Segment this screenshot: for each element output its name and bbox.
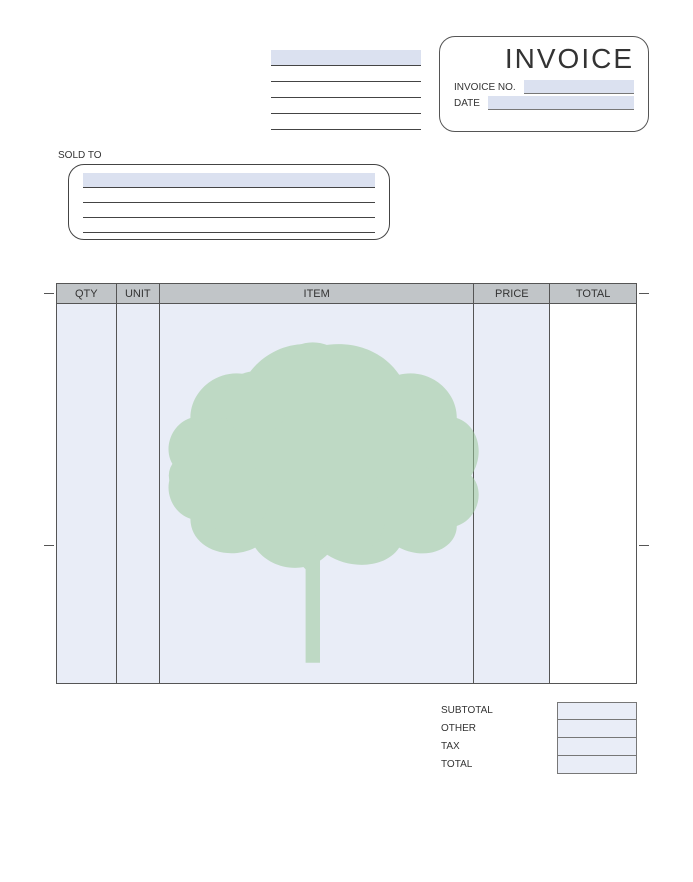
col-header-qty: QTY xyxy=(57,284,117,304)
sold-to-line[interactable] xyxy=(83,173,375,188)
summary-row-subtotal: SUBTOTAL xyxy=(437,702,637,720)
summary-label-subtotal: SUBTOTAL xyxy=(437,702,557,720)
invoice-no-label: INVOICE NO. xyxy=(454,82,516,93)
invoice-header-box: INVOICE INVOICE NO. DATE xyxy=(439,36,649,132)
crop-mark xyxy=(639,545,649,546)
company-info-line[interactable] xyxy=(271,114,421,130)
items-header-row: QTY UNIT ITEM PRICE TOTAL xyxy=(57,284,637,304)
col-header-price: PRICE xyxy=(474,284,550,304)
summary-value-other[interactable] xyxy=(557,720,637,738)
invoice-date-row: DATE xyxy=(454,95,634,111)
sold-to-line[interactable] xyxy=(83,218,375,233)
crop-mark xyxy=(639,293,649,294)
summary-label-total: TOTAL xyxy=(437,756,557,774)
summary-value-total[interactable] xyxy=(557,756,637,774)
invoice-no-value[interactable] xyxy=(524,80,634,94)
sold-to-line[interactable] xyxy=(83,188,375,203)
crop-mark xyxy=(44,293,54,294)
invoice-no-row: INVOICE NO. xyxy=(454,79,634,95)
invoice-page: INVOICE INVOICE NO. DATE SOLD TO QTY xyxy=(0,0,693,882)
crop-mark xyxy=(44,545,54,546)
cell-unit[interactable] xyxy=(116,304,159,684)
summary-row-total: TOTAL xyxy=(437,756,637,774)
invoice-title: INVOICE xyxy=(454,43,634,75)
cell-item[interactable] xyxy=(159,304,473,684)
cell-total[interactable] xyxy=(550,304,637,684)
items-table-area: QTY UNIT ITEM PRICE TOTAL xyxy=(56,283,637,684)
summary-row-tax: TAX xyxy=(437,738,637,756)
cell-qty[interactable] xyxy=(57,304,117,684)
col-header-item: ITEM xyxy=(159,284,473,304)
summary-row-other: OTHER xyxy=(437,720,637,738)
company-info-line[interactable] xyxy=(271,82,421,98)
invoice-date-label: DATE xyxy=(454,98,480,109)
company-info-block xyxy=(271,50,421,130)
sold-to-box xyxy=(68,164,390,240)
items-body-row xyxy=(57,304,637,684)
sold-to-label: SOLD TO xyxy=(58,150,102,161)
summary-value-subtotal[interactable] xyxy=(557,702,637,720)
invoice-date-value[interactable] xyxy=(488,96,634,110)
items-table: QTY UNIT ITEM PRICE TOTAL xyxy=(56,283,637,684)
summary-label-tax: TAX xyxy=(437,738,557,756)
summary-block: SUBTOTAL OTHER TAX TOTAL xyxy=(437,702,637,774)
company-info-line[interactable] xyxy=(271,50,421,66)
cell-price[interactable] xyxy=(474,304,550,684)
summary-value-tax[interactable] xyxy=(557,738,637,756)
company-info-line[interactable] xyxy=(271,66,421,82)
col-header-total: TOTAL xyxy=(550,284,637,304)
company-info-line[interactable] xyxy=(271,98,421,114)
col-header-unit: UNIT xyxy=(116,284,159,304)
summary-label-other: OTHER xyxy=(437,720,557,738)
sold-to-line[interactable] xyxy=(83,203,375,218)
